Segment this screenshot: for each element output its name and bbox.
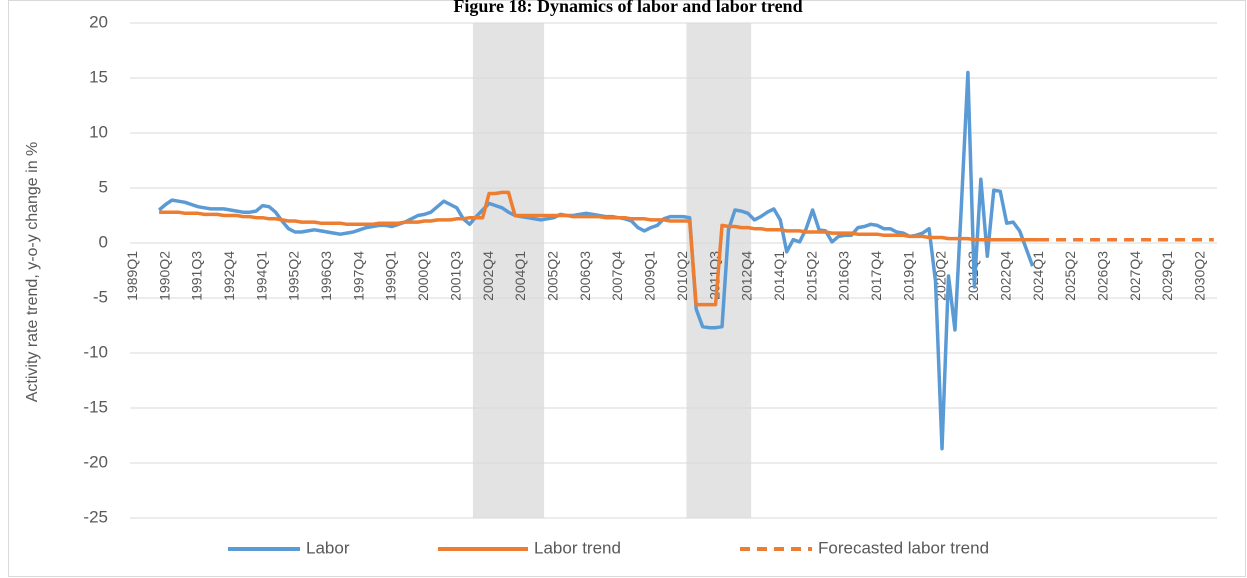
x-tick-label: 2001Q3 — [447, 251, 463, 301]
x-tick-label: 2017Q4 — [868, 251, 884, 301]
y-axis-label: Activity rate trend, y-o-y change in % — [24, 142, 41, 403]
x-tick-label: 1990Q2 — [156, 251, 172, 301]
x-tick-label: 2010Q2 — [674, 251, 690, 301]
x-tick-label: 1989Q1 — [124, 251, 140, 301]
shaded-period — [472, 23, 545, 518]
x-tick-label: 1997Q4 — [350, 251, 366, 301]
y-tick-label: 20 — [89, 12, 108, 31]
x-tick-label: 2007Q4 — [609, 251, 625, 301]
x-tick-label: 1991Q3 — [189, 251, 205, 301]
legend-label: Forecasted labor trend — [818, 538, 989, 557]
legend-label: Labor trend — [534, 538, 621, 557]
x-tick-label: 2027Q4 — [1127, 251, 1143, 301]
x-tick-label: 1999Q1 — [383, 251, 399, 301]
x-tick-label: 2002Q4 — [480, 251, 496, 301]
legend-label: Labor — [306, 538, 350, 557]
y-tick-label: 10 — [89, 122, 108, 141]
x-tick-label: 2014Q1 — [771, 251, 787, 301]
x-tick-label: 2019Q1 — [900, 251, 916, 301]
y-tick-label: -5 — [93, 287, 108, 306]
x-tick-label: 2026Q3 — [1094, 251, 1110, 301]
x-tick-label: 2009Q1 — [642, 251, 658, 301]
y-tick-label: -10 — [83, 342, 108, 361]
x-tick-label: 2000Q2 — [415, 251, 431, 301]
y-tick-label: -25 — [83, 507, 108, 526]
y-tick-label: 15 — [89, 67, 108, 86]
x-tick-label: 2029Q1 — [1159, 251, 1175, 301]
x-tick-label: 2024Q1 — [1030, 251, 1046, 301]
x-tick-label: 2022Q4 — [997, 251, 1013, 301]
x-tick-label: 2004Q1 — [512, 251, 528, 301]
x-tick-label: 2016Q3 — [836, 251, 852, 301]
x-tick-label: 2030Q2 — [1192, 251, 1208, 301]
x-tick-label: 1994Q1 — [253, 251, 269, 301]
chart-border — [8, 0, 1246, 577]
y-tick-label: -20 — [83, 452, 108, 471]
x-tick-label: 2025Q2 — [1062, 251, 1078, 301]
series-line — [159, 190, 1040, 307]
chart-title: Figure 18: Dynamics of labor and labor t… — [453, 0, 802, 16]
x-tick-label: 1996Q3 — [318, 251, 334, 301]
x-tick-label: 1992Q4 — [221, 251, 237, 301]
x-tick-label: 2015Q2 — [803, 251, 819, 301]
y-tick-label: -15 — [83, 397, 108, 416]
y-tick-label: 0 — [99, 232, 108, 251]
x-tick-label: 2006Q3 — [577, 251, 593, 301]
x-tick-label: 2012Q4 — [739, 251, 755, 301]
x-tick-label: 1995Q2 — [286, 251, 302, 301]
x-tick-label: 2005Q2 — [545, 251, 561, 301]
y-tick-label: 5 — [99, 177, 108, 196]
